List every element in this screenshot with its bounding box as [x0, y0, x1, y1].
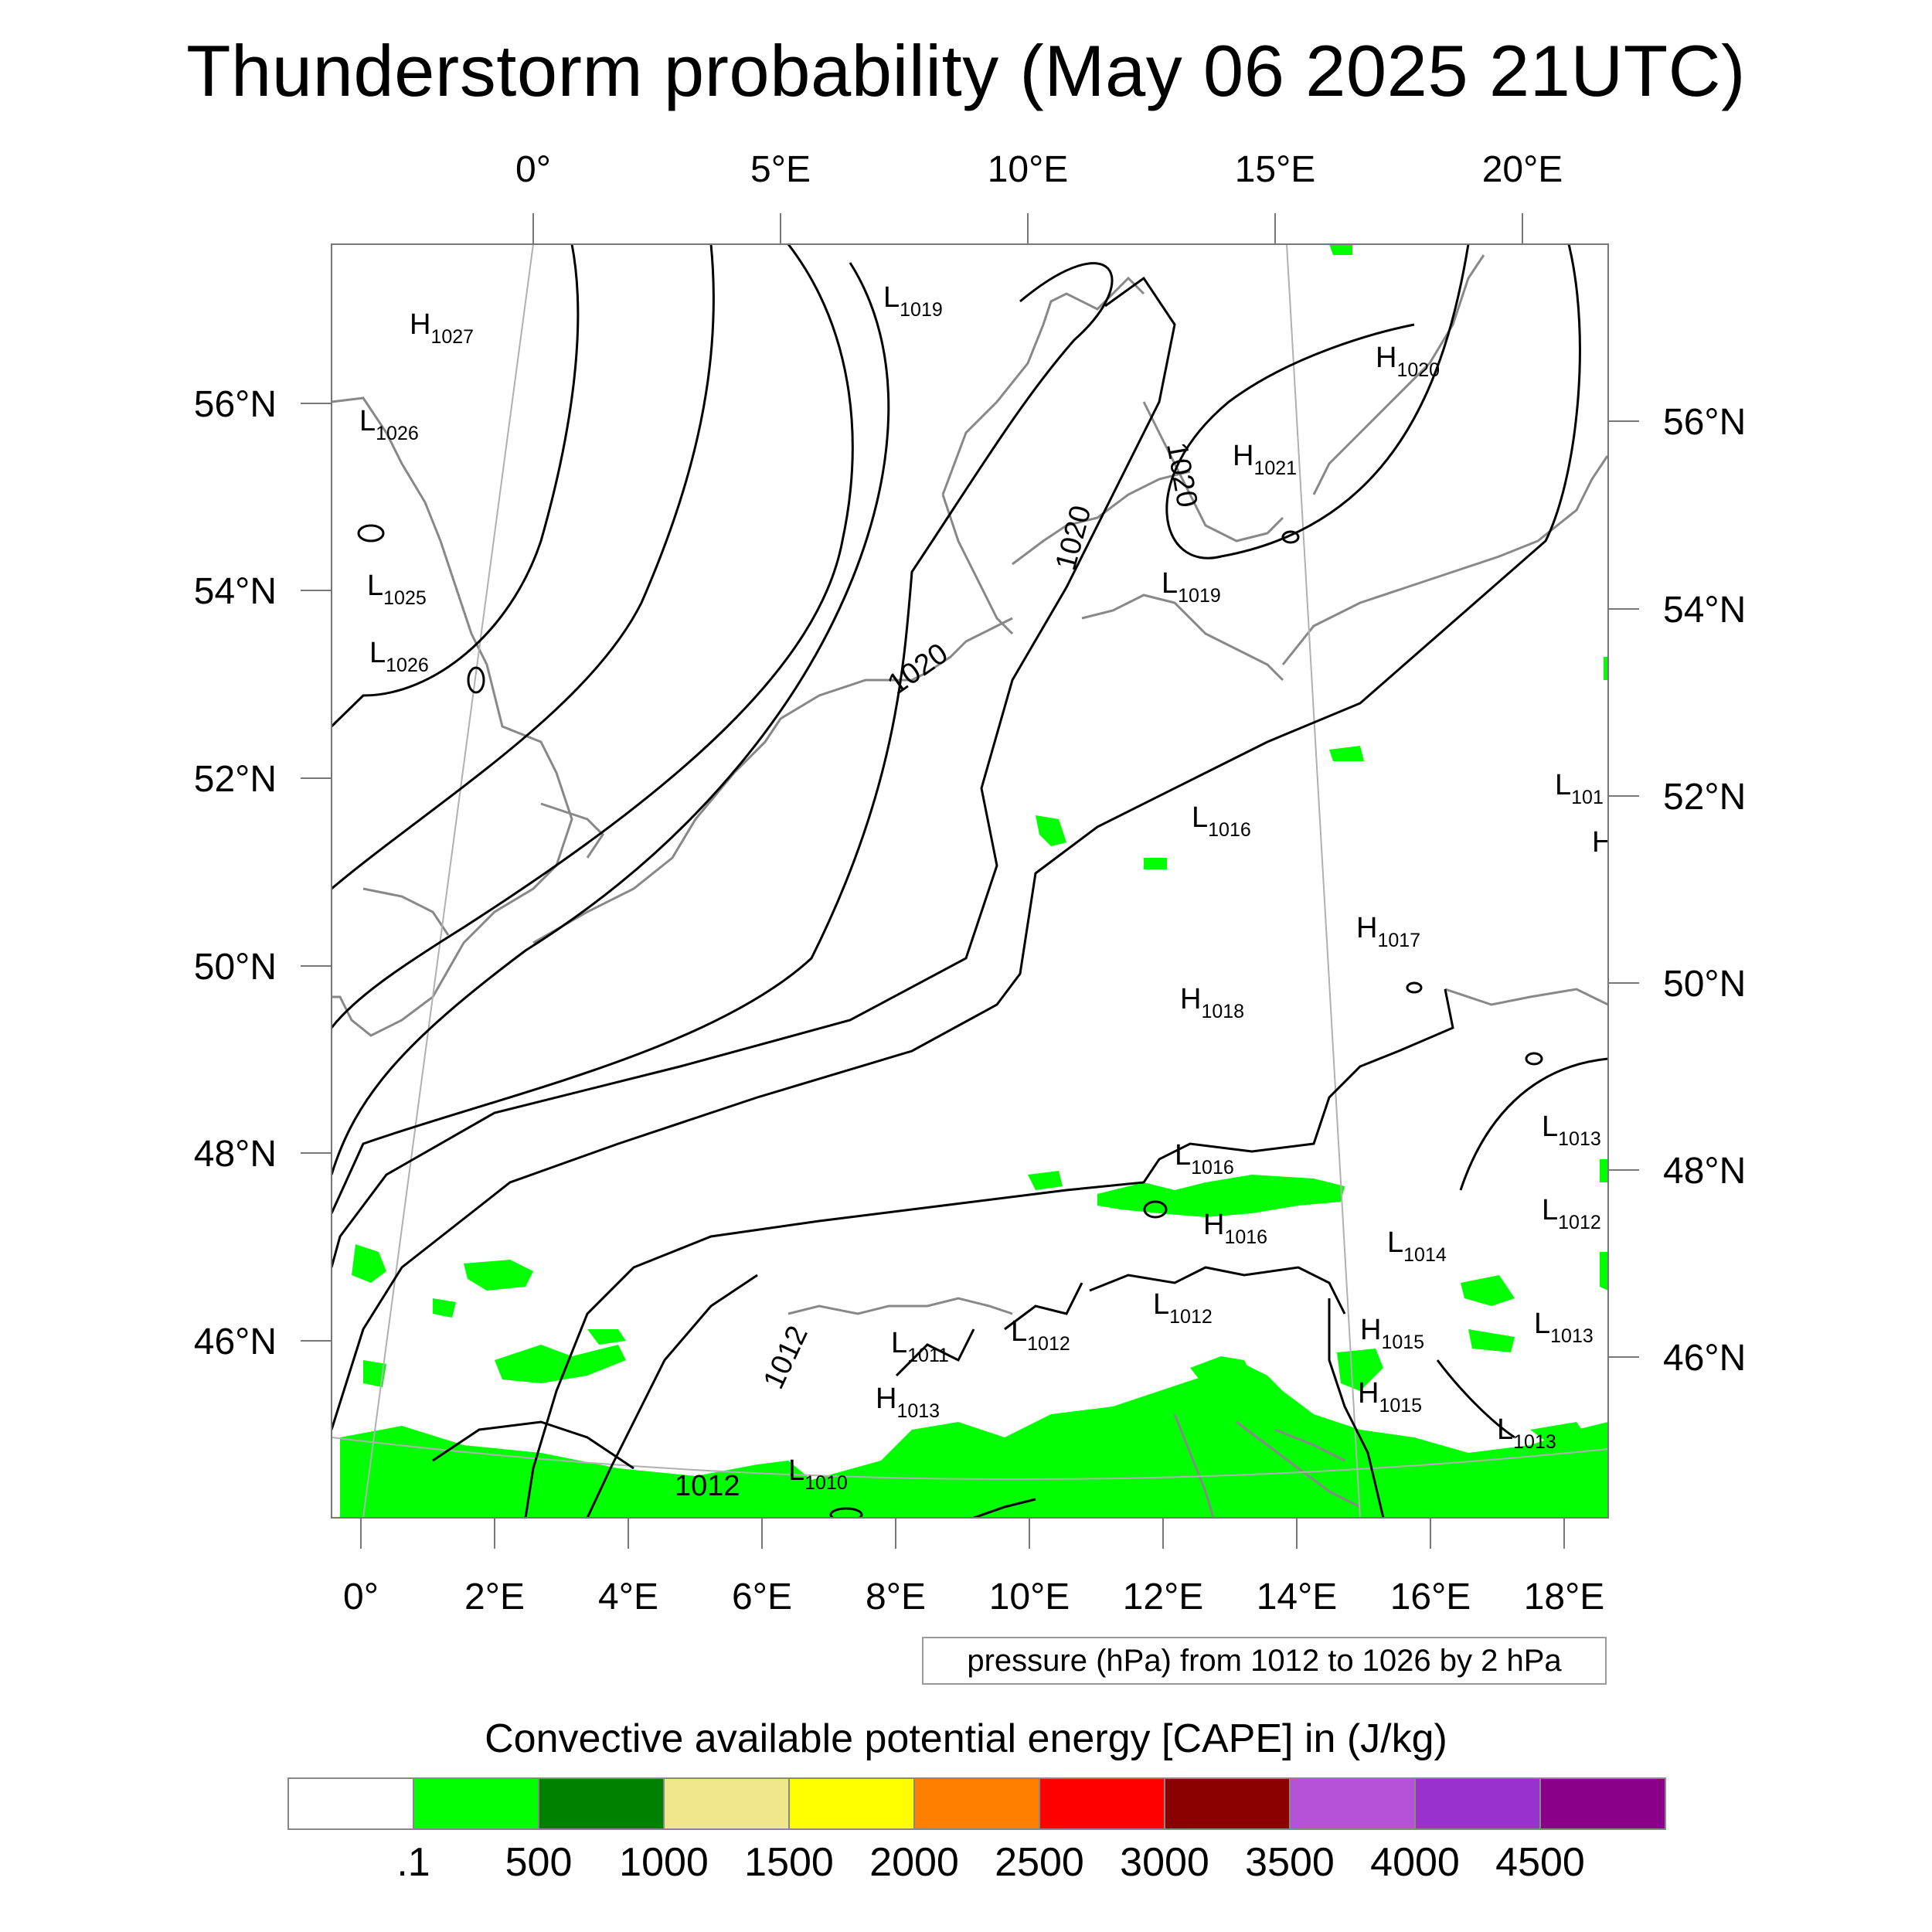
pressure-label: L1013: [1497, 1413, 1556, 1453]
contour-label: 1012: [675, 1470, 740, 1502]
pressure-label: L1012: [1153, 1288, 1213, 1328]
pressure-label: H1018: [1180, 983, 1244, 1022]
pressure-label: L1012: [1011, 1315, 1070, 1355]
colorbar-label: .1: [396, 1840, 430, 1885]
colorbar-swatch: [414, 1779, 539, 1828]
colorbar: [287, 1777, 1666, 1830]
lat-label: 48°N: [1663, 1151, 1746, 1192]
pressure-label: L1013: [1542, 1111, 1601, 1150]
lon-label: 20°E: [1482, 149, 1563, 190]
colorbar-label: 4500: [1495, 1840, 1585, 1885]
lon-label: 10°E: [988, 149, 1069, 190]
lon-label: 5°E: [750, 149, 811, 190]
lon-label: 16°E: [1390, 1577, 1471, 1617]
pressure-label: H1021: [1233, 440, 1297, 479]
colorbar-swatch: [915, 1779, 1040, 1828]
pressure-label: L1016: [1192, 801, 1251, 841]
pressure-label: L1025: [367, 570, 427, 609]
lon-label: 4°E: [598, 1577, 658, 1617]
pressure-label: L1026: [369, 637, 429, 676]
colorbar-label: 4000: [1370, 1840, 1460, 1885]
colorbar-swatch: [289, 1779, 414, 1828]
colorbar-label: 2500: [995, 1840, 1084, 1885]
colorbar-label: 3500: [1245, 1840, 1335, 1885]
pressure-label: L1016: [1175, 1139, 1234, 1179]
lon-label: 12°E: [1123, 1577, 1204, 1617]
lat-label: 52°N: [1663, 777, 1746, 818]
lat-label: 52°N: [194, 759, 277, 800]
contour-info-box: pressure (hPa) from 1012 to 1026 by 2 hP…: [922, 1637, 1607, 1685]
map-frame: [331, 243, 1609, 1519]
isobars: [332, 244, 1608, 1518]
lat-label: 50°N: [1663, 964, 1746, 1005]
lon-label: 15°E: [1235, 149, 1316, 190]
pressure-label: L1014: [1387, 1226, 1447, 1266]
pressure-label: H1020: [1376, 342, 1440, 381]
lat-label: 46°N: [194, 1321, 277, 1362]
pressure-label: L1012: [1542, 1194, 1601, 1233]
lon-label: 10°E: [989, 1577, 1070, 1617]
colorbar-swatch: [790, 1779, 915, 1828]
lon-label: 6°E: [732, 1577, 792, 1617]
colorbar-label: 2000: [869, 1840, 959, 1885]
colorbar-swatch: [1416, 1779, 1541, 1828]
colorbar-label: 1500: [744, 1840, 834, 1885]
pressure-label: H1015: [1358, 1377, 1422, 1417]
colorbar-swatch: [1040, 1779, 1165, 1828]
pressure-labels: H1027 L1026 L1025 L1026 L1019 H1020 H102…: [359, 281, 1613, 1494]
lat-label: 54°N: [1663, 590, 1746, 631]
lon-label: 0°: [515, 149, 551, 190]
coastlines: [332, 254, 1608, 1518]
top-lon-labels: 0° 5°E 10°E 15°E 20°E: [515, 149, 1563, 190]
pressure-label: H1017: [1356, 912, 1420, 951]
lon-label: 0°: [343, 1577, 379, 1617]
colorbar-swatch: [1165, 1779, 1291, 1828]
colorbar-label: 500: [505, 1840, 573, 1885]
lat-label: 56°N: [1663, 402, 1746, 443]
colorbar-labels: .1 500 1000 1500 2000 2500 3000 3500 400…: [0, 1839, 1932, 1893]
pressure-label: L1019: [883, 281, 943, 321]
colorbar-swatch: [1291, 1779, 1416, 1828]
pressure-label: H: [1592, 826, 1613, 859]
lat-label: 46°N: [1663, 1338, 1746, 1379]
colorbar-title: Convective available potential energy [C…: [485, 1716, 1447, 1761]
pressure-label: L1013: [1534, 1308, 1594, 1347]
pressure-label: H1016: [1203, 1209, 1267, 1248]
pressure-label: H1013: [876, 1383, 940, 1422]
colorbar-swatch: [665, 1779, 790, 1828]
lon-label: 18°E: [1524, 1577, 1605, 1617]
pressure-label: H1027: [410, 308, 474, 348]
colorbar-swatch: [1541, 1779, 1665, 1828]
lat-label: 56°N: [194, 384, 277, 425]
lon-label: 2°E: [464, 1577, 525, 1617]
lon-label: 8°E: [866, 1577, 926, 1617]
colorbar-label: 3000: [1120, 1840, 1209, 1885]
lat-label: 50°N: [194, 947, 277, 988]
left-lat-labels: 56°N 54°N 52°N 50°N 48°N 46°N: [194, 384, 277, 1362]
pressure-label: L1026: [359, 405, 419, 444]
lon-label: 14°E: [1257, 1577, 1338, 1617]
pressure-label: L101: [1555, 769, 1604, 808]
map-background: [332, 244, 1608, 1518]
cape-area: [340, 244, 1608, 1518]
lat-label: 54°N: [194, 571, 277, 612]
graticule: [332, 244, 1608, 1518]
chart-title: Thunderstorm probability (May 06 2025 21…: [186, 30, 1746, 111]
pressure-label: H1015: [1360, 1314, 1424, 1353]
pressure-label: L1019: [1162, 567, 1221, 607]
tick-marks: [301, 213, 1639, 1549]
pressure-label: L1010: [788, 1454, 848, 1494]
right-lat-labels: 56°N 54°N 52°N 50°N 48°N 46°N: [1663, 402, 1746, 1379]
pressure-label: L1011: [891, 1327, 949, 1366]
colorbar-swatch: [539, 1779, 665, 1828]
bottom-lon-labels: 0° 2°E 4°E 6°E 8°E 10°E 12°E 14°E 16°E 1…: [343, 1577, 1604, 1617]
colorbar-label: 1000: [619, 1840, 709, 1885]
lat-label: 48°N: [194, 1134, 277, 1175]
